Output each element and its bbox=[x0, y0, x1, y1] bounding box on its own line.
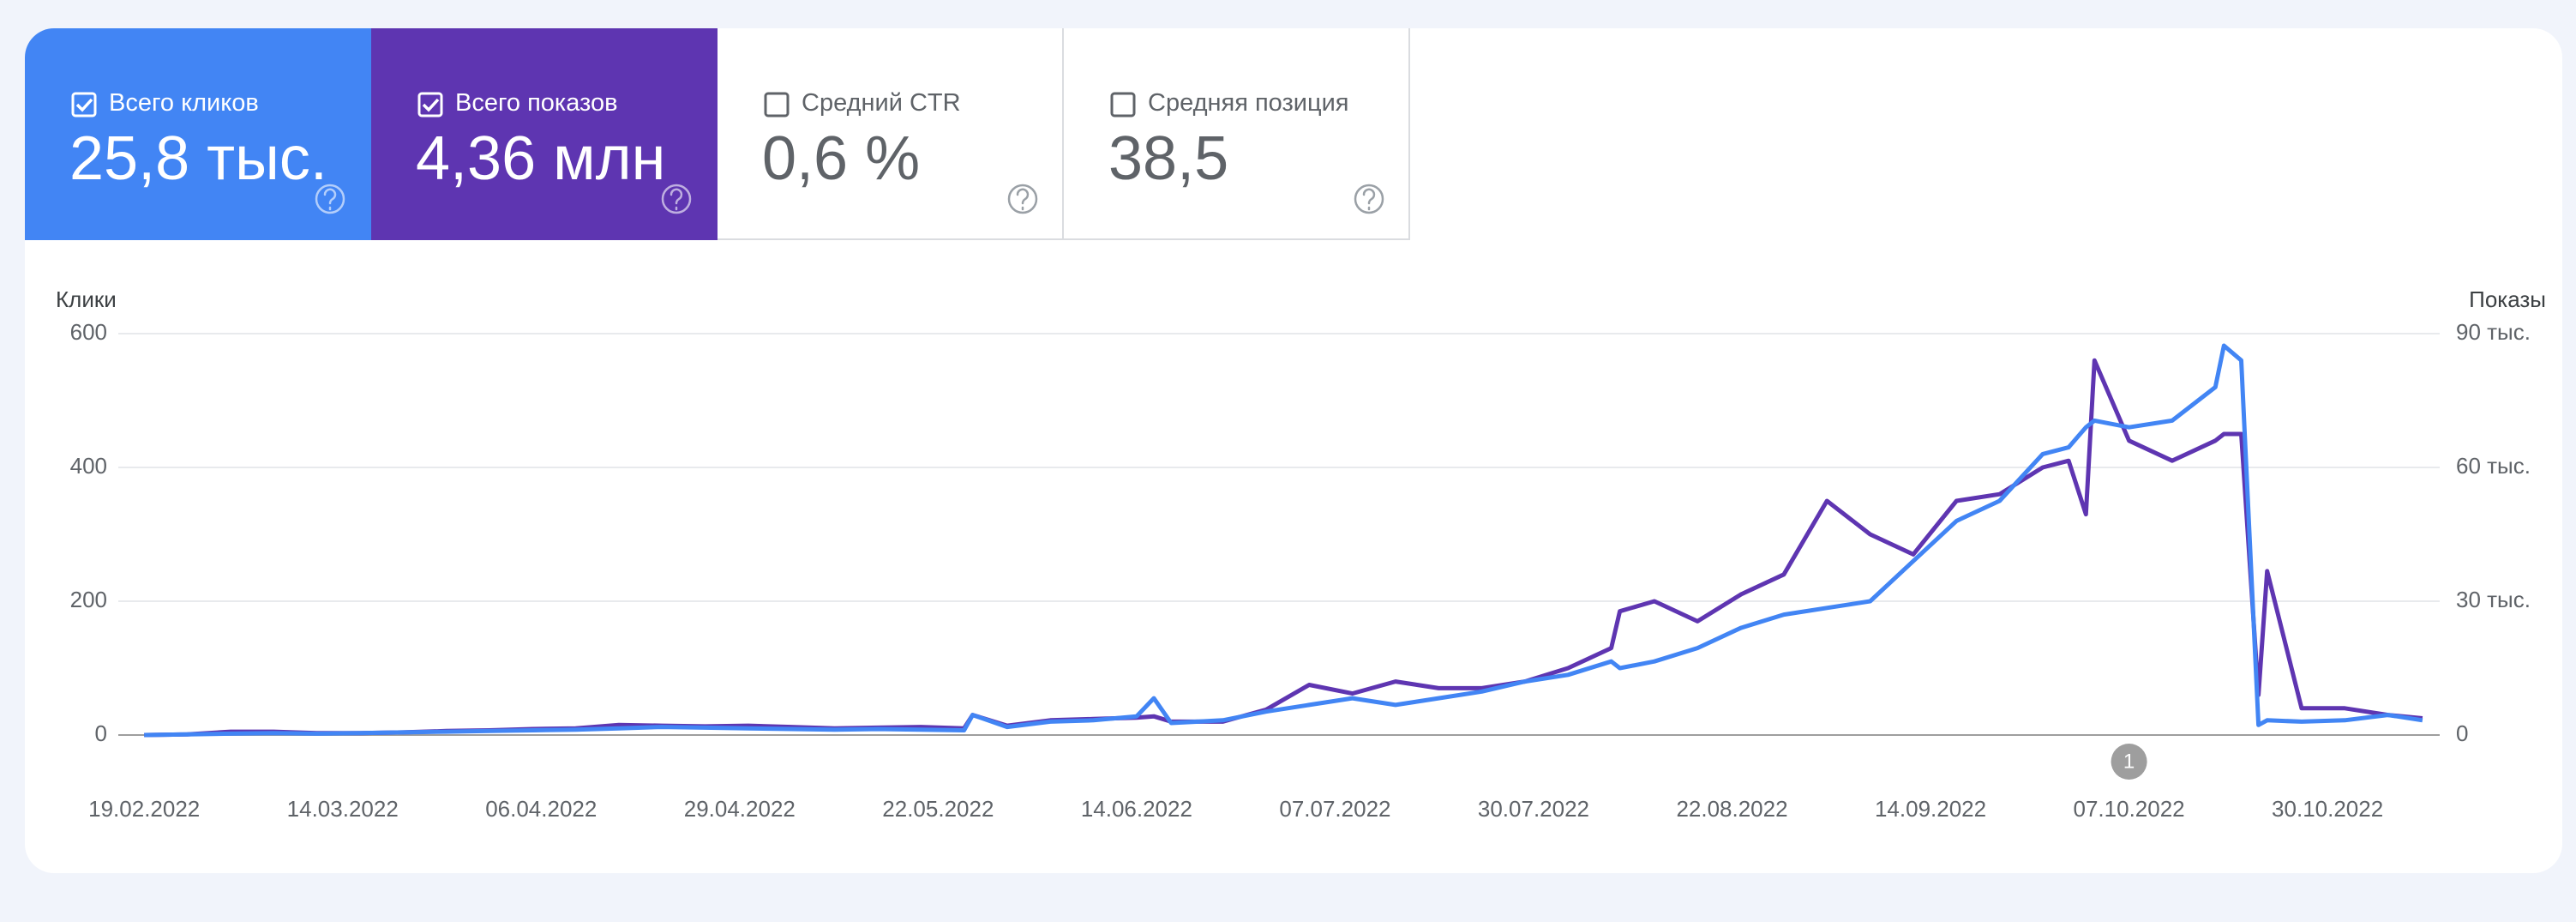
annotation-label: 1 bbox=[2123, 750, 2135, 773]
checkbox[interactable] bbox=[71, 92, 97, 118]
help-glyph bbox=[1016, 188, 1030, 211]
x-tick-label: 30.10.2022 bbox=[2272, 796, 2383, 822]
x-tick-label: 07.07.2022 bbox=[1279, 796, 1390, 822]
help-icon[interactable] bbox=[661, 184, 692, 214]
x-tick-label: 06.04.2022 bbox=[485, 796, 597, 822]
metric-label: Средняя позиция bbox=[1148, 89, 1349, 117]
y2-axis-title: Показы bbox=[2469, 286, 2546, 312]
x-tick-label: 14.06.2022 bbox=[1081, 796, 1192, 822]
y2-tick-label: 0 bbox=[2456, 720, 2468, 746]
help-icon[interactable] bbox=[1007, 184, 1038, 214]
x-tick-label: 29.04.2022 bbox=[684, 796, 796, 822]
series-line bbox=[144, 343, 2423, 738]
metric-label: Всего показов bbox=[455, 89, 618, 117]
y-tick-label: 0 bbox=[95, 720, 107, 746]
performance-panel: Клики Показы 0 200 400 600 0 30 тыс. 60 тыс. 90… bbox=[25, 28, 2562, 873]
checkmark bbox=[422, 98, 440, 112]
metric-card[interactable]: Средняя позиция 38,5 bbox=[1064, 28, 1410, 240]
y-axis-title: Клики bbox=[56, 286, 117, 312]
metric-value: 25,8 тыс. bbox=[69, 124, 327, 193]
metric-card[interactable]: Всего показов 4,36 млн bbox=[371, 28, 718, 240]
checkbox[interactable] bbox=[764, 92, 790, 118]
help-glyph bbox=[323, 188, 337, 211]
chart: Клики Показы 0 200 400 600 0 30 тыс. 60 тыс. 90… bbox=[56, 286, 2546, 822]
x-tick-label: 22.08.2022 bbox=[1676, 796, 1787, 822]
series-line bbox=[144, 358, 2423, 738]
x-tick-label: 30.07.2022 bbox=[1478, 796, 1589, 822]
x-tick-label: 19.02.2022 bbox=[88, 796, 200, 822]
x-tick-label: 22.05.2022 bbox=[882, 796, 994, 822]
card-icons bbox=[764, 92, 1038, 214]
y2-tick-label: 90 тыс. bbox=[2456, 319, 2531, 345]
x-tick-label: 14.03.2022 bbox=[287, 796, 399, 822]
checkbox[interactable] bbox=[417, 92, 443, 118]
checkmark bbox=[75, 98, 93, 112]
help-icon[interactable] bbox=[315, 184, 345, 214]
metric-value: 4,36 млн bbox=[416, 124, 666, 193]
annotation-marker[interactable] bbox=[2111, 744, 2147, 780]
y-tick-label: 400 bbox=[70, 453, 107, 479]
y-tick-label: 600 bbox=[70, 319, 107, 345]
help-glyph bbox=[1362, 188, 1376, 211]
y2-tick-label: 60 тыс. bbox=[2456, 453, 2531, 479]
card-icons bbox=[71, 92, 345, 214]
y-tick-label: 200 bbox=[70, 587, 107, 612]
metric-value: 0,6 % bbox=[762, 124, 921, 193]
help-glyph bbox=[670, 188, 683, 211]
checkbox[interactable] bbox=[1110, 92, 1136, 118]
card-icons bbox=[417, 92, 692, 214]
metric-card[interactable]: Всего кликов 25,8 тыс. bbox=[25, 28, 371, 240]
help-icon[interactable] bbox=[1354, 184, 1384, 214]
metric-label: Всего кликов bbox=[109, 89, 259, 117]
metric-value: 38,5 bbox=[1108, 124, 1229, 193]
metric-card[interactable]: Средний CTR 0,6 % bbox=[718, 28, 1064, 240]
y2-tick-label: 30 тыс. bbox=[2456, 587, 2531, 612]
metric-label: Средний CTR bbox=[802, 89, 961, 117]
x-tick-label: 14.09.2022 bbox=[1875, 796, 1986, 822]
card-icons bbox=[1110, 92, 1384, 214]
x-tick-label: 07.10.2022 bbox=[2074, 796, 2185, 822]
